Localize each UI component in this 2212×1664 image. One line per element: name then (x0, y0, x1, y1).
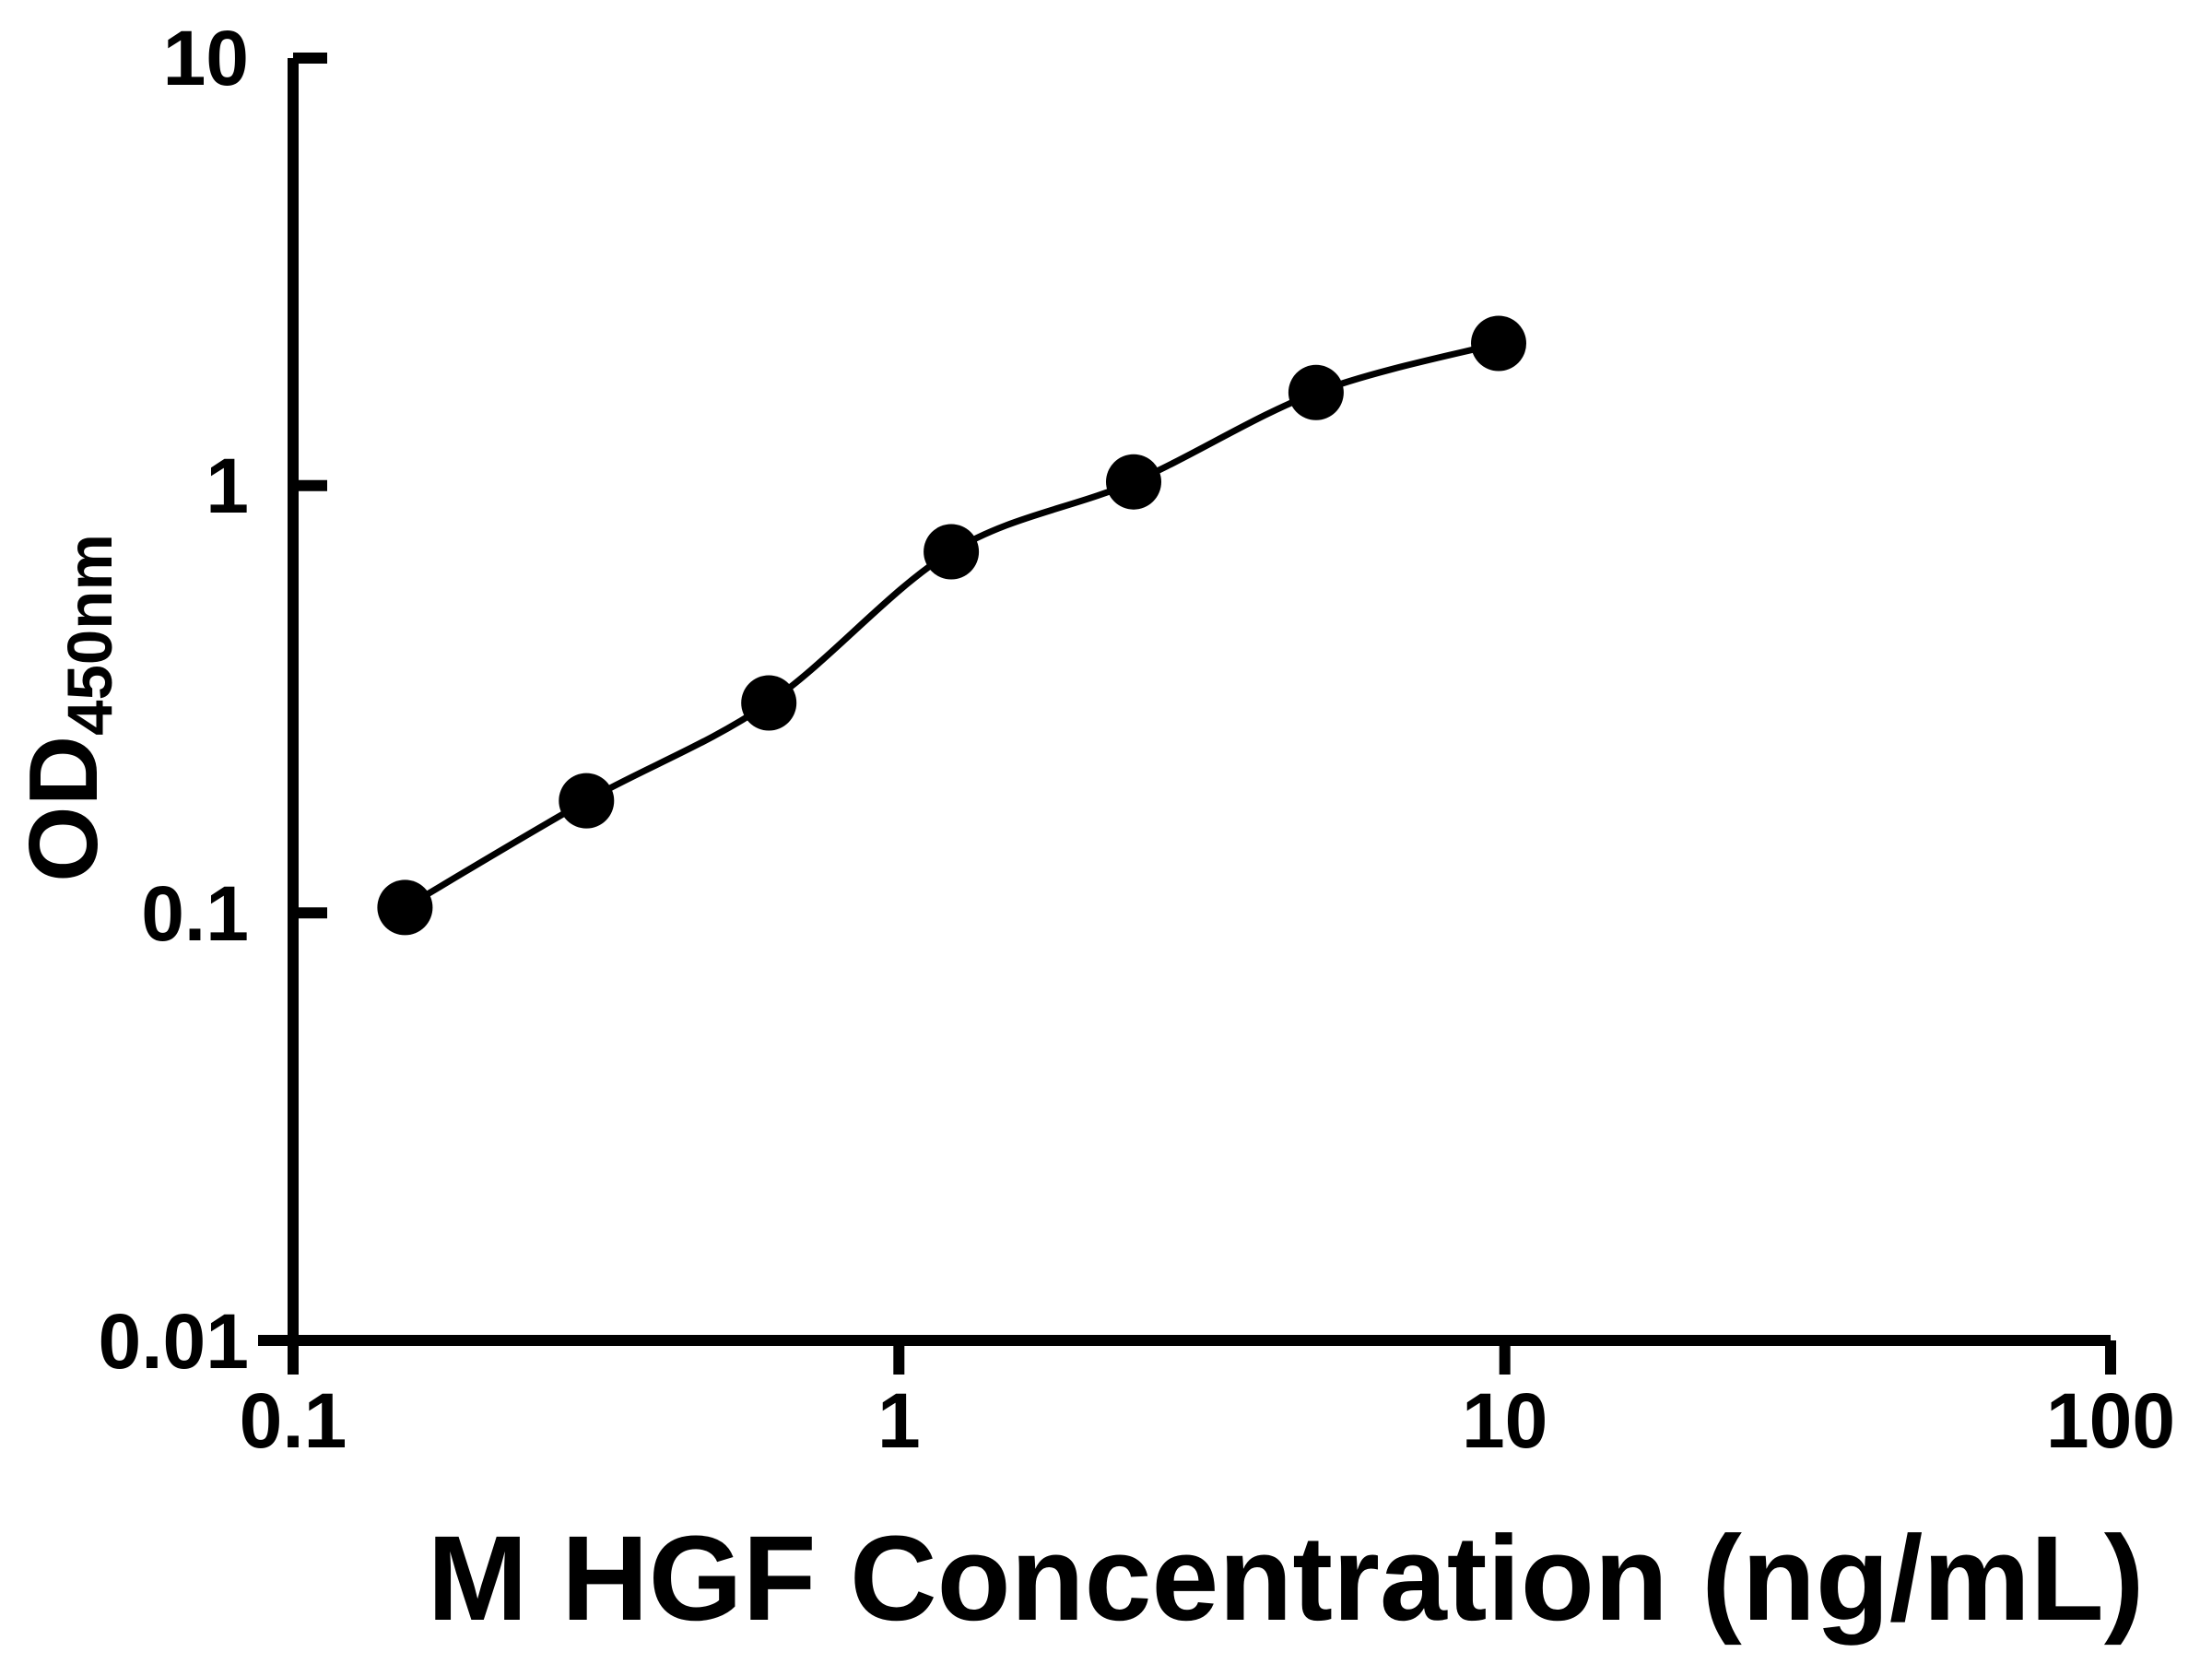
svg-text:10: 10 (163, 15, 249, 101)
svg-text:0.1: 0.1 (141, 870, 249, 957)
svg-text:10: 10 (1462, 1377, 1547, 1464)
svg-text:OD450nm: OD450nm (9, 534, 125, 882)
svg-text:1: 1 (206, 443, 249, 529)
svg-text:M HGF Concentration (ng/mL): M HGF Concentration (ng/mL) (428, 1510, 2145, 1646)
svg-text:100: 100 (2046, 1377, 2175, 1464)
svg-text:0.01: 0.01 (99, 1298, 250, 1385)
svg-text:0.1: 0.1 (240, 1377, 347, 1464)
svg-text:1: 1 (877, 1377, 921, 1464)
